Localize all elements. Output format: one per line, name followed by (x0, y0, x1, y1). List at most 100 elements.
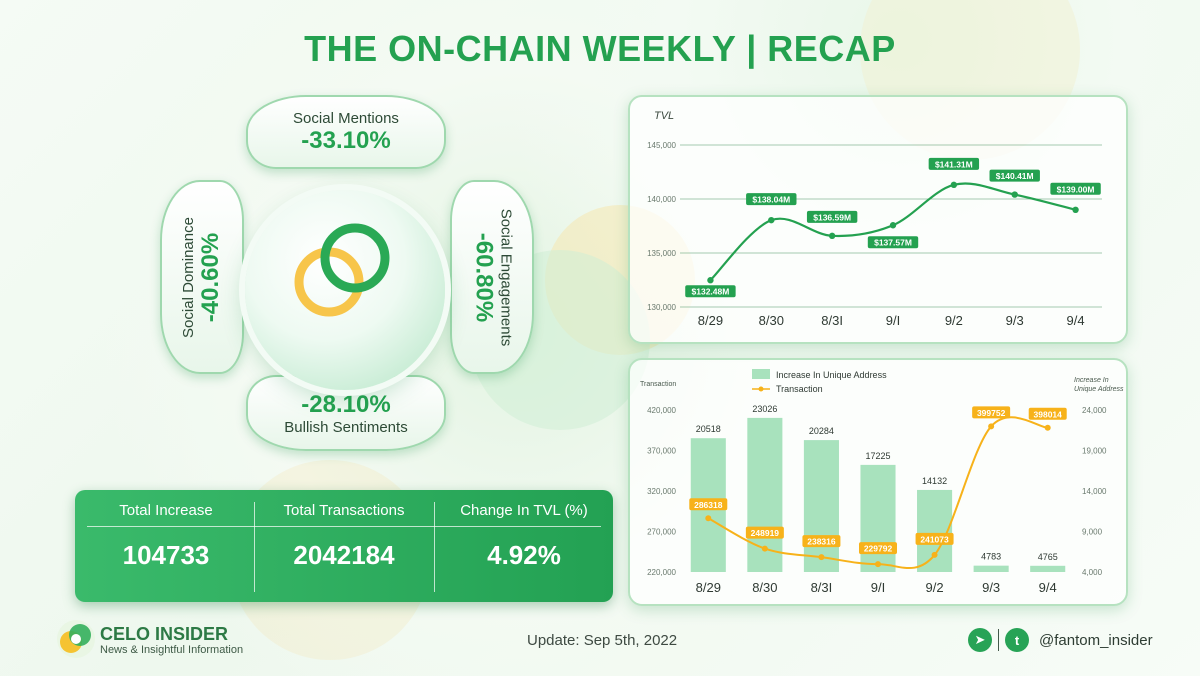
x-tick-label: 8/29 (698, 313, 723, 328)
bullish-sentiments-value: -28.10% (301, 390, 391, 418)
right-tick-label: 4,000 (1082, 568, 1103, 577)
tvl-chart-panel: TVL 130,000 135,000 140,000 145,000 $132.48M 8… (628, 95, 1128, 344)
transaction-data-label: 241073 (920, 534, 949, 544)
transaction-data-label: 399752 (977, 408, 1006, 418)
tvl-data-label: $139.00M (1057, 184, 1095, 194)
change-tvl-value: 4.92% (487, 540, 561, 570)
x-tick-label: 9/4 (1067, 313, 1085, 328)
left-axis-label: Transaction (640, 381, 676, 388)
left-tick-label: 270,000 (647, 528, 676, 537)
x-tick-label: 8/29 (696, 580, 721, 595)
x-tick-label: 9/I (886, 313, 900, 328)
tvl-data-label: $138.04M (752, 195, 790, 205)
transaction-data-label: 238316 (807, 537, 836, 547)
legend-line-label: Transaction (776, 384, 823, 394)
left-tick-label: 370,000 (647, 447, 676, 456)
transaction-data-label: 229792 (864, 544, 893, 554)
left-tick-label: 220,000 (647, 568, 676, 577)
stats-summary: Total Increase Total Transactions Change… (75, 490, 613, 602)
y-tick-label: 145,000 (647, 141, 676, 150)
social-engagements-value: -60.80% (470, 232, 498, 322)
total-increase-value: 104733 (122, 540, 210, 570)
social-mentions-card: Social Mentions -33.10% (246, 95, 446, 169)
transaction-point (988, 423, 995, 430)
transaction-point (761, 545, 768, 552)
right-tick-label: 14,000 (1082, 487, 1107, 496)
tvl-data-label-bg (1050, 182, 1101, 195)
tvl-data-label: $132.48M (692, 287, 730, 297)
tvl-point (707, 277, 714, 284)
transaction-label-bg (689, 498, 728, 511)
brand-tagline: News & Insightful Information (100, 644, 244, 656)
tvl-data-label: $140.41M (996, 171, 1034, 181)
tvl-data-label-bg (806, 210, 858, 223)
x-tick-label: 9/4 (1039, 580, 1057, 595)
tvl-data-label-bg (928, 157, 980, 170)
tvl-point (768, 216, 775, 224)
celo-logo-icon (294, 223, 390, 317)
y-tick-label: 140,000 (647, 195, 676, 204)
transaction-point (1044, 424, 1051, 431)
y-tick-label: 135,000 (647, 249, 676, 258)
tvl-point (1072, 206, 1079, 213)
stats-separator (254, 502, 255, 592)
tvl-data-label-bg (867, 236, 919, 249)
tvl-axis-label: TVL (654, 110, 674, 122)
x-tick-label: 9/3 (982, 580, 1000, 595)
total-increase-label: Total Increase (119, 502, 213, 519)
social-mentions-value: -33.10% (301, 126, 391, 154)
bar-value-label: 20284 (809, 426, 834, 436)
telegram-icon[interactable]: ➤ (968, 628, 992, 652)
stats-separator (434, 502, 435, 592)
transaction-label-bg (915, 532, 954, 545)
tvl-data-label-bg (989, 169, 1040, 182)
right-tick-label: 9,000 (1082, 528, 1103, 537)
right-tick-label: 19,000 (1082, 447, 1107, 456)
bar (917, 489, 953, 572)
x-tick-label: 8/3I (811, 580, 833, 595)
x-tick-label: 8/3I (821, 313, 843, 328)
tvl-data-label-bg (685, 285, 736, 298)
transaction-label-bg (859, 542, 897, 555)
x-tick-label: 9/I (871, 580, 885, 595)
social-engagements-card: Social Engagements -60.80% (450, 180, 534, 374)
x-tick-label: 8/30 (752, 580, 777, 595)
tvl-data-label: $141.31M (935, 159, 973, 169)
page-title: THE ON-CHAIN WEEKLY | RECAP (304, 28, 896, 69)
x-tick-label: 9/3 (1006, 313, 1024, 328)
social-dominance-card: Social Dominance -40.60% (160, 180, 244, 374)
stats-divider (87, 526, 601, 527)
legend-line-marker (758, 386, 764, 392)
transaction-label-bg (802, 535, 841, 548)
social-dominance-value: -40.60% (196, 232, 224, 322)
x-tick-label: 9/2 (945, 313, 963, 328)
social-divider (998, 629, 999, 651)
change-tvl-label: Change In TVL (%) (460, 502, 588, 519)
x-tick-label: 8/30 (759, 313, 784, 328)
twitter-icon[interactable]: t (1005, 628, 1029, 652)
tvl-point (828, 232, 836, 240)
social-engagements-label: Social Engagements (497, 208, 515, 346)
celo-orb (245, 190, 445, 390)
transactions-chart: Transaction Increase In Unique Address 220,… (640, 369, 1124, 595)
left-tick-label: 420,000 (647, 406, 676, 415)
transactions-chart-panel: Transaction Increase In Unique Address 220,… (628, 358, 1128, 606)
tvl-point (889, 222, 897, 229)
bar (973, 565, 1009, 572)
update-date: Update: Sep 5th, 2022 (527, 632, 678, 649)
transaction-label-bg (1028, 407, 1067, 420)
transaction-data-label: 398014 (1034, 409, 1063, 419)
tvl-point (950, 181, 958, 189)
tvl-data-label: $136.59M (813, 212, 851, 222)
social-handle[interactable]: @fantom_insider (1039, 631, 1153, 649)
tvl-chart: TVL 130,000 135,000 140,000 145,000 $132.48M 8… (647, 110, 1102, 328)
celo-insider-logo-icon (57, 620, 95, 658)
transaction-data-label: 286318 (694, 500, 723, 510)
transaction-data-label: 248919 (751, 528, 780, 538)
bullish-sentiments-label: Bullish Sentiments (284, 418, 408, 436)
transaction-label-bg (745, 526, 784, 539)
tvl-data-label-bg (746, 193, 797, 206)
transaction-point (818, 554, 825, 561)
tvl-point (1011, 191, 1018, 198)
total-transactions-label: Total Transactions (283, 502, 405, 519)
